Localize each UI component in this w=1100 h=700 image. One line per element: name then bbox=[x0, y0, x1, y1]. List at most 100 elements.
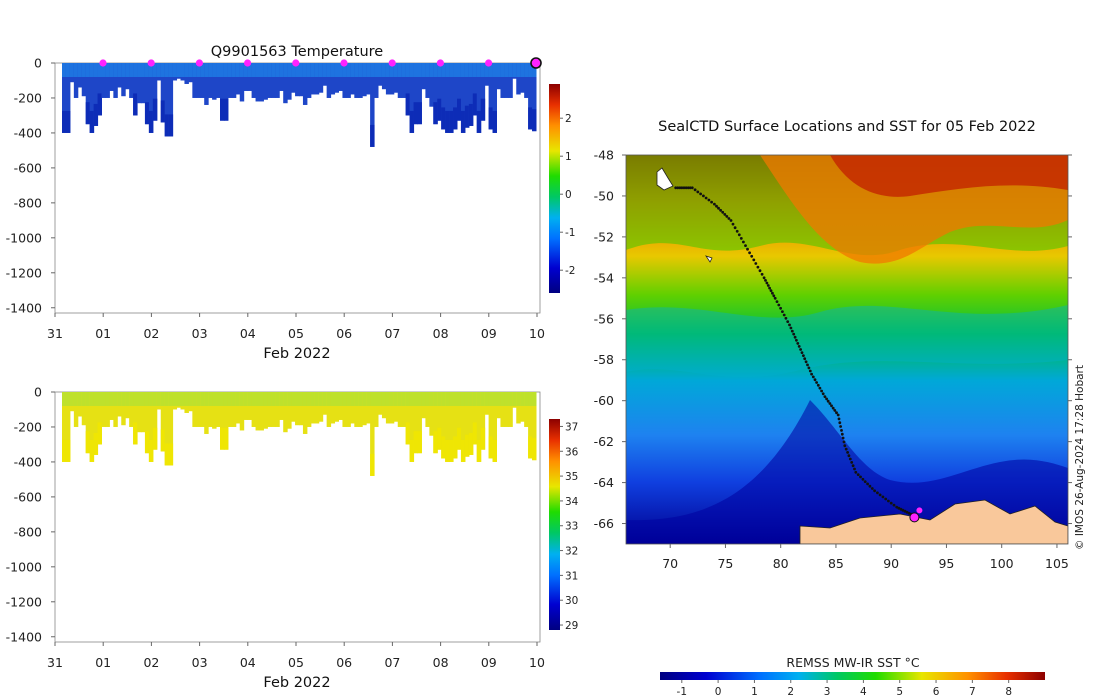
map-x-tick-label: 105 bbox=[1045, 556, 1069, 571]
surface-layer bbox=[366, 392, 371, 406]
map-x-tick-label: 80 bbox=[773, 556, 789, 571]
deep-layer bbox=[152, 98, 158, 121]
track-point bbox=[863, 480, 867, 483]
deep-layer bbox=[160, 429, 166, 452]
map-y-tick-label: -56 bbox=[594, 311, 614, 326]
track-point bbox=[781, 310, 784, 313]
surface-layer bbox=[374, 63, 379, 77]
x-tick-label: 03 bbox=[192, 655, 208, 670]
deep-layer bbox=[480, 427, 486, 450]
depth-column bbox=[504, 392, 509, 427]
depth-column bbox=[148, 392, 154, 462]
depth-column bbox=[314, 392, 320, 424]
colorbar-tick-label: -2 bbox=[565, 265, 575, 277]
surface-layer bbox=[437, 63, 442, 77]
surface-layer bbox=[413, 392, 418, 406]
track-point bbox=[866, 482, 869, 486]
track-point bbox=[839, 425, 842, 428]
deep-layer bbox=[464, 434, 470, 457]
credit-text: © IMOS 26-Aug-2024 17:28 Hobart bbox=[1074, 365, 1086, 550]
surface-layer bbox=[457, 63, 462, 77]
depth-column bbox=[129, 63, 134, 98]
depth-column bbox=[113, 63, 118, 98]
track-point bbox=[704, 196, 708, 200]
y-tick-label: -800 bbox=[14, 195, 42, 210]
track-point bbox=[876, 491, 879, 495]
surface-layer bbox=[152, 63, 158, 77]
surface-layer bbox=[239, 392, 245, 406]
surface-layer bbox=[141, 392, 146, 406]
depth-column bbox=[330, 63, 336, 95]
depth-column bbox=[516, 392, 521, 424]
deep-layer bbox=[488, 436, 494, 459]
track-point bbox=[765, 281, 769, 285]
depth-column bbox=[405, 63, 411, 116]
surface-layer bbox=[152, 392, 158, 406]
temperature-panel: Q9901563 Temperature 0 -200 -400 -600 -800 -1… bbox=[6, 44, 576, 362]
depth-column bbox=[397, 63, 403, 98]
deep-layer bbox=[480, 98, 486, 121]
depth-column bbox=[488, 63, 494, 130]
track-point bbox=[810, 372, 813, 376]
deep-layer bbox=[449, 439, 454, 462]
surface-layer bbox=[488, 63, 494, 77]
depth-column bbox=[468, 392, 474, 455]
deep-layer bbox=[409, 110, 415, 133]
colorbar-tick-label: 30 bbox=[565, 595, 578, 607]
surface-layer bbox=[180, 392, 185, 406]
surface-layer bbox=[148, 392, 154, 406]
track-point bbox=[808, 369, 812, 373]
depth-column bbox=[488, 392, 494, 459]
track-point bbox=[826, 399, 830, 403]
track-point bbox=[766, 284, 770, 287]
deep-layer bbox=[468, 103, 474, 126]
surface-layer bbox=[243, 392, 249, 406]
depth-column bbox=[97, 63, 102, 116]
deep-layer bbox=[453, 436, 458, 459]
surface-layer bbox=[97, 63, 102, 77]
y-tick-label: -200 bbox=[14, 419, 42, 434]
colorbar-tick-label: 1 bbox=[565, 151, 572, 163]
surface-layer bbox=[188, 392, 193, 406]
colorbar-tick-label: 33 bbox=[565, 521, 578, 533]
surface-layer bbox=[504, 63, 509, 77]
depth-column bbox=[231, 392, 237, 427]
depth-column bbox=[295, 63, 300, 97]
depth-column bbox=[476, 63, 482, 133]
surface-layer bbox=[160, 63, 166, 77]
depth-column bbox=[227, 392, 233, 427]
depth-column bbox=[81, 392, 87, 426]
latest-profile-marker bbox=[530, 57, 542, 69]
track-point bbox=[693, 188, 697, 192]
deep-layer bbox=[148, 110, 154, 133]
track-point bbox=[848, 457, 852, 461]
surface-layer bbox=[338, 392, 343, 406]
surface-layer bbox=[65, 392, 71, 406]
depth-column bbox=[121, 392, 126, 426]
deep-layer bbox=[460, 439, 466, 462]
track-point bbox=[764, 279, 767, 282]
colorbar-tick-label: 36 bbox=[565, 446, 579, 458]
depth-column bbox=[267, 392, 272, 427]
depth-column bbox=[374, 392, 379, 427]
surface-layer bbox=[204, 392, 209, 406]
surface-layer bbox=[168, 63, 174, 77]
depth-column bbox=[362, 392, 367, 426]
surface-layer bbox=[492, 63, 497, 77]
deep-layer bbox=[168, 443, 174, 466]
depth-column bbox=[437, 392, 442, 450]
depth-column bbox=[445, 63, 450, 133]
depth-column bbox=[283, 392, 288, 433]
surface-layer bbox=[220, 392, 225, 406]
surface-layer bbox=[212, 392, 217, 406]
surface-layer bbox=[342, 392, 347, 406]
track-point bbox=[674, 186, 678, 190]
deep-layer bbox=[85, 102, 91, 125]
depth-column bbox=[366, 392, 371, 424]
depth-column bbox=[141, 392, 146, 433]
surface-layer bbox=[512, 392, 517, 406]
track-point bbox=[844, 447, 848, 451]
colorbar-tick-label: 2 bbox=[565, 113, 572, 125]
surface-layer bbox=[346, 392, 351, 406]
